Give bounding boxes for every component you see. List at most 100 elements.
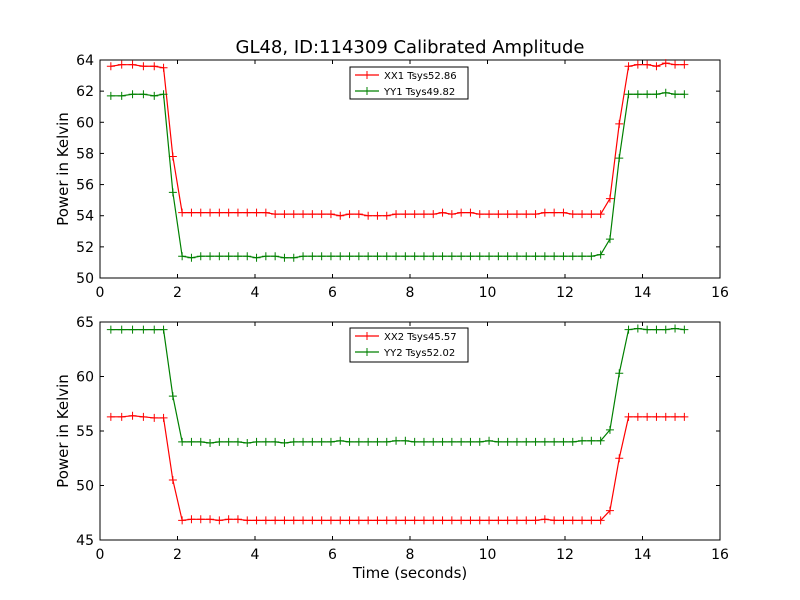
- y-axis-label: Power in Kelvin: [54, 112, 72, 226]
- data-point-marker: [457, 208, 466, 217]
- x-tick-label: 8: [406, 547, 415, 563]
- data-point-marker: [419, 252, 428, 261]
- data-point-marker: [215, 208, 224, 217]
- data-point-marker: [643, 90, 652, 99]
- data-point-marker: [308, 252, 317, 261]
- data-point-marker: [261, 516, 270, 525]
- data-point-marker: [224, 515, 233, 524]
- y-tick-label: 62: [76, 84, 94, 100]
- y-tick-label: 52: [76, 240, 94, 256]
- data-point-marker: [168, 476, 177, 485]
- data-point-marker: [466, 437, 475, 446]
- data-point-marker: [587, 210, 596, 219]
- data-point-marker: [671, 90, 680, 99]
- data-point-marker: [410, 516, 419, 525]
- data-point-marker: [196, 437, 205, 446]
- data-point-marker: [578, 516, 587, 525]
- data-point-marker: [392, 516, 401, 525]
- data-point-marker: [382, 252, 391, 261]
- x-tick-label: 12: [556, 285, 574, 301]
- data-point-marker: [596, 210, 605, 219]
- series-1: [106, 411, 689, 525]
- data-point-marker: [550, 252, 559, 261]
- data-point-marker: [652, 412, 661, 421]
- data-point-marker: [605, 506, 614, 515]
- data-point-marker: [196, 515, 205, 524]
- data-point-marker: [117, 91, 126, 100]
- y-tick-label: 50: [76, 271, 94, 287]
- data-point-marker: [243, 208, 252, 217]
- data-point-marker: [215, 516, 224, 525]
- x-tick-label: 12: [556, 547, 574, 563]
- data-point-marker: [373, 516, 382, 525]
- data-point-marker: [150, 325, 159, 334]
- data-point-marker: [531, 516, 540, 525]
- y-tick-label: 60: [76, 115, 94, 131]
- data-point-marker: [401, 516, 410, 525]
- data-point-marker: [615, 119, 624, 128]
- data-point-marker: [128, 411, 137, 420]
- data-point-marker: [605, 235, 614, 244]
- legend-box: [349, 327, 469, 363]
- y-tick-label: 45: [76, 533, 94, 549]
- data-point-marker: [447, 516, 456, 525]
- data-point-marker: [187, 208, 196, 217]
- data-point-marker: [429, 437, 438, 446]
- data-point-marker: [106, 62, 115, 71]
- legend-box: [349, 66, 469, 100]
- data-point-marker: [187, 253, 196, 262]
- legend: XX2 Tsys45.57 YY2 Tsys52.02: [349, 327, 469, 363]
- data-point-marker: [512, 437, 521, 446]
- data-point-marker: [345, 516, 354, 525]
- data-point-marker: [624, 90, 633, 99]
- data-point-marker: [438, 437, 447, 446]
- data-point-marker: [410, 252, 419, 261]
- data-point-marker: [354, 437, 363, 446]
- data-point-marker: [196, 208, 205, 217]
- plot-panel-1: 0 2 4 6 8 10 12 14 16 50 52 54 56 58 60 62 64 Power in Ke…: [54, 53, 729, 301]
- data-point-marker: [139, 62, 148, 71]
- data-point-marker: [559, 208, 568, 217]
- data-point-marker: [652, 325, 661, 334]
- x-tick-label: 4: [251, 285, 260, 301]
- data-point-marker: [373, 252, 382, 261]
- data-point-marker: [233, 437, 242, 446]
- data-point-marker: [317, 437, 326, 446]
- data-point-marker: [128, 60, 137, 69]
- data-point-marker: [139, 90, 148, 99]
- data-point-marker: [522, 516, 531, 525]
- data-point-marker: [326, 437, 335, 446]
- data-point-marker: [187, 437, 196, 446]
- data-point-marker: [522, 210, 531, 219]
- data-point-marker: [139, 412, 148, 421]
- legend-label: YY2 Tsys52.02: [383, 348, 455, 359]
- figure-xlabel: Time (seconds): [352, 564, 468, 582]
- data-point-marker: [243, 252, 252, 261]
- x-tick-label: 2: [173, 285, 182, 301]
- series-2: [106, 88, 689, 262]
- data-point-marker: [271, 210, 280, 219]
- legend-label: XX2 Tsys45.57: [384, 332, 457, 343]
- data-point-marker: [457, 252, 466, 261]
- data-point-marker: [206, 438, 215, 447]
- data-point-marker: [643, 325, 652, 334]
- data-point-marker: [633, 60, 642, 69]
- data-point-marker: [326, 210, 335, 219]
- data-point-marker: [615, 454, 624, 463]
- data-point-marker: [106, 412, 115, 421]
- data-point-marker: [252, 516, 261, 525]
- data-point-marker: [224, 208, 233, 217]
- data-point-marker: [578, 252, 587, 261]
- data-point-marker: [494, 210, 503, 219]
- data-point-marker: [280, 516, 289, 525]
- data-point-marker: [485, 516, 494, 525]
- y-axis-label: Power in Kelvin: [54, 374, 72, 488]
- x-tick-label: 8: [406, 285, 415, 301]
- data-point-marker: [280, 253, 289, 262]
- data-point-marker: [401, 436, 410, 445]
- data-point-marker: [364, 252, 373, 261]
- data-point-marker: [289, 437, 298, 446]
- series-1: [106, 59, 689, 220]
- data-point-marker: [559, 516, 568, 525]
- data-point-marker: [531, 437, 540, 446]
